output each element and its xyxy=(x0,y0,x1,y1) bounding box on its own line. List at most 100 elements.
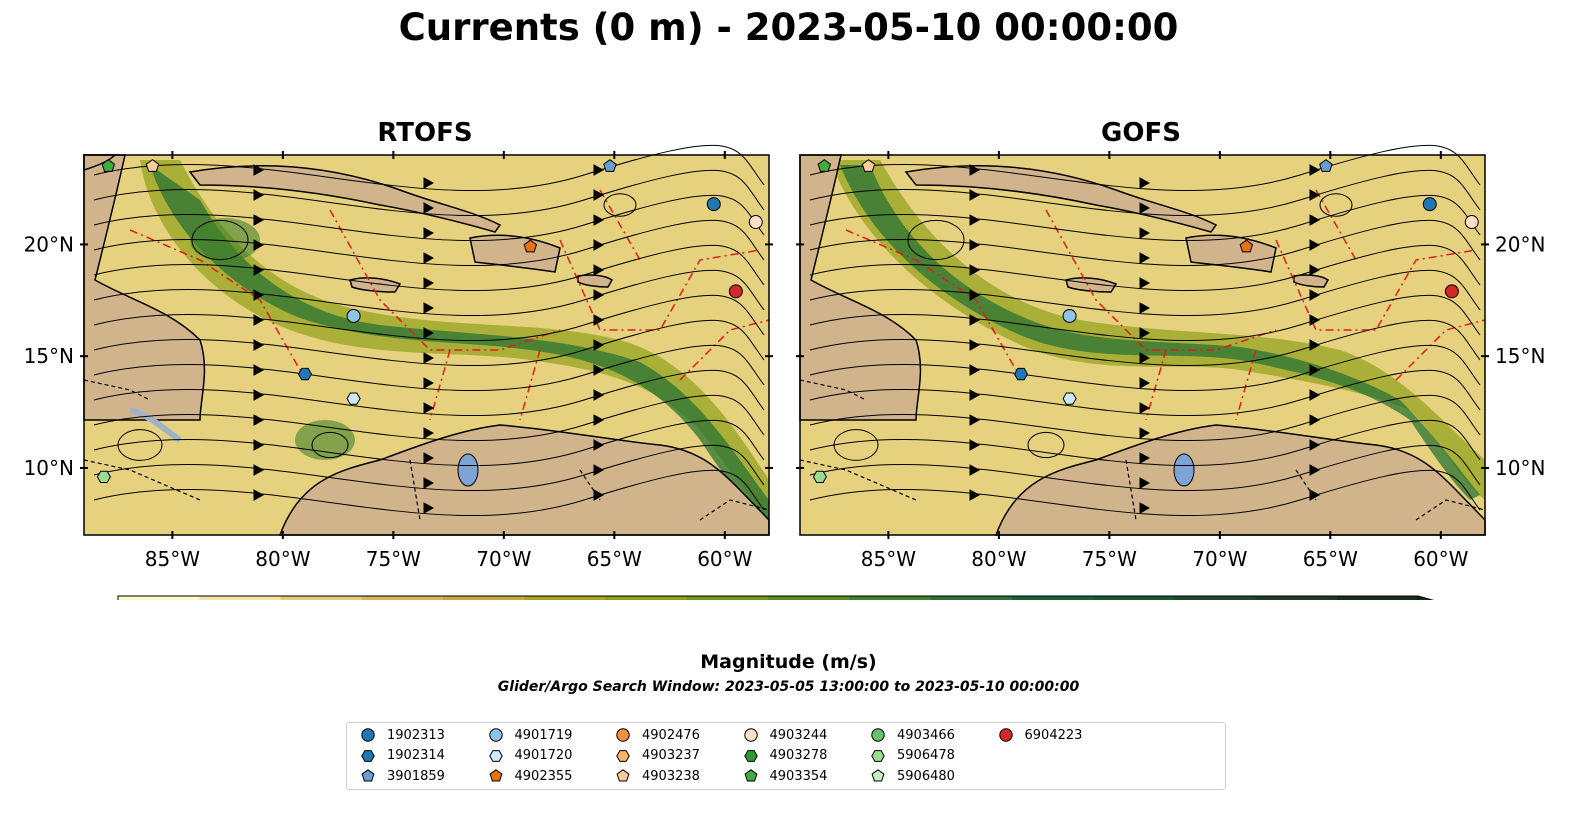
panel-title-rtofs: RTOFS xyxy=(377,118,473,148)
flow-arrow xyxy=(593,289,605,301)
legend-label: 4901720 xyxy=(514,748,573,763)
legend-marker-icon xyxy=(488,749,503,762)
flow-arrow xyxy=(593,239,605,251)
lon-tick-label: 65°W xyxy=(587,547,642,571)
velocity-field xyxy=(830,160,1485,500)
streamline xyxy=(93,444,765,492)
land-cuba xyxy=(188,165,502,233)
flow-arrow xyxy=(1139,452,1151,464)
float-marker-4901719 xyxy=(1062,308,1077,323)
float-marker-3901859 xyxy=(1319,159,1333,172)
legend-marker-icon xyxy=(361,749,375,762)
legend-marker-icon xyxy=(488,728,503,742)
colorbar: 0.00.20.40.60.81.01.21.4 xyxy=(117,595,1435,600)
legend-label: 4903278 xyxy=(769,748,828,763)
flow-arrow xyxy=(1139,277,1151,289)
legend-marker-4903354 xyxy=(744,769,757,782)
float-marker-4902355 xyxy=(523,239,538,253)
map-panel-rtofs[interactable] xyxy=(83,144,770,536)
float-marker-4903238 xyxy=(145,159,160,172)
float-marker-1902313 xyxy=(706,197,721,212)
flow-arrow xyxy=(593,439,605,451)
flow-arrow xyxy=(423,302,435,314)
eddy-streamline xyxy=(311,431,349,459)
flow-arrow xyxy=(1309,314,1321,326)
flow-arrow xyxy=(423,452,435,464)
legend-item: 6904223 xyxy=(997,726,1082,744)
flow-arrow xyxy=(969,214,981,226)
flow-arrow xyxy=(423,277,435,289)
colorbar-segment xyxy=(849,596,931,600)
land-central-america xyxy=(799,154,922,421)
lon-tick-label: 85°W xyxy=(145,547,200,571)
flow-arrow xyxy=(969,489,981,501)
legend-item: 4903466 xyxy=(869,726,955,744)
legend-label: 1902314 xyxy=(387,748,445,763)
legend-marker-icon xyxy=(361,728,375,742)
flow-arrow xyxy=(253,464,265,476)
flow-arrow xyxy=(1139,202,1151,214)
flow-arrow xyxy=(1139,327,1151,339)
lon-tick-label: 60°W xyxy=(697,547,752,571)
eddy-streamline xyxy=(1319,193,1353,217)
legend-label: 4903466 xyxy=(897,727,955,743)
legend-item: 4902476 xyxy=(614,726,700,744)
flow-arrow xyxy=(969,289,981,301)
legend-marker-5906478 xyxy=(871,749,885,762)
lon-tick-label: 70°W xyxy=(1192,547,1247,571)
flow-arrow xyxy=(593,389,605,401)
flow-arrow xyxy=(253,489,265,501)
legend-marker-icon xyxy=(616,728,630,742)
float-markers xyxy=(96,159,1479,483)
legend-label: 4901719 xyxy=(514,727,573,743)
flow-arrow xyxy=(969,264,981,276)
streamline xyxy=(809,369,1481,417)
land-hispaniola xyxy=(469,234,561,273)
lon-tick-label: 80°W xyxy=(255,547,310,571)
flow-arrow xyxy=(1139,252,1151,264)
land-puerto-rico xyxy=(1293,274,1329,288)
flow-arrow xyxy=(593,314,605,326)
float-marker-4901719 xyxy=(346,308,361,323)
legend-marker-icon xyxy=(743,749,758,762)
legend-marker-icon xyxy=(361,769,375,782)
eddy-streamline xyxy=(191,219,249,261)
map-panel-gofs[interactable] xyxy=(799,144,1486,536)
streamline xyxy=(809,394,1481,442)
legend-label: 1902313 xyxy=(387,727,445,743)
flow-arrow xyxy=(423,402,435,414)
float-marker-5906478 xyxy=(96,470,111,483)
flow-arrow xyxy=(253,164,265,176)
legend-item: 1902314 xyxy=(359,747,445,765)
land-south-america xyxy=(278,424,770,536)
legend-marker-icon xyxy=(616,749,630,762)
eddy xyxy=(190,218,260,262)
legend-label: 3901859 xyxy=(387,768,445,784)
colorbar-segment xyxy=(605,596,688,600)
float-marker-3901859 xyxy=(603,159,617,172)
float-marker-1902313 xyxy=(1422,197,1437,212)
flow-arrow xyxy=(593,414,605,426)
float-marker-4902355 xyxy=(1239,239,1254,253)
eddy-streamline xyxy=(117,429,163,461)
flow-arrow xyxy=(969,164,981,176)
flow-arrow xyxy=(253,289,265,301)
streamline xyxy=(93,169,765,217)
eddy-streamline xyxy=(907,219,965,261)
legend-marker-icon xyxy=(489,769,502,782)
streamline xyxy=(809,219,1481,267)
eddy-streamline xyxy=(603,193,637,217)
lon-tick-label: 65°W xyxy=(1303,547,1358,571)
flow-arrow xyxy=(593,489,605,501)
lon-tick-label: 75°W xyxy=(1082,547,1137,571)
eddy-streamline xyxy=(1027,431,1065,459)
flow-arrow xyxy=(253,189,265,201)
legend-label: 4902476 xyxy=(642,727,700,743)
legend-item: 1902313 xyxy=(359,726,445,744)
flow-arrow xyxy=(1309,414,1321,426)
legend-item: 4903238 xyxy=(614,767,700,785)
lat-tick-label: 10°N xyxy=(24,456,74,480)
float-marker-4903354 xyxy=(101,159,116,172)
flow-arrow xyxy=(423,202,435,214)
map-axes: 85°W 80°W 75°W 70°W 65°W 60°W 20°N 15°N 10°N 85°W… xyxy=(24,151,1545,571)
